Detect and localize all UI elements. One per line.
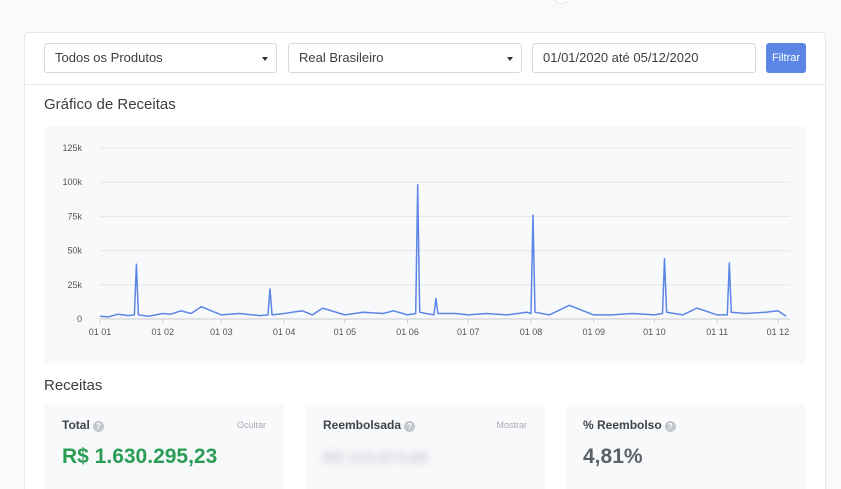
revenue-series-line: [99, 184, 787, 318]
chevron-down-icon: [262, 57, 268, 61]
help-icon[interactable]: ?: [404, 421, 416, 432]
refund-percent-value: 4,81%: [583, 445, 643, 468]
x-tick-label: 01 10: [643, 327, 666, 337]
refunded-value: R$ 123.874,88: [323, 450, 428, 467]
y-tick-label: 0: [77, 314, 82, 324]
refund-percent-label: % Reembolso?: [583, 418, 676, 432]
total-value: R$ 1.630.295,23: [62, 445, 218, 468]
x-tick-label: 01 02: [151, 327, 174, 337]
x-tick-label: 01 11: [706, 327, 728, 337]
y-tick-label: 25k: [67, 280, 82, 290]
y-tick-label: 50k: [67, 246, 82, 256]
x-tick-label: 01 04: [273, 327, 296, 337]
product-select[interactable]: Todos os Produtos: [44, 43, 277, 73]
product-select-value: Todos os Produtos: [55, 50, 163, 65]
scroll-handle: [552, 0, 572, 4]
filter-bar: Todos os Produtos Real Brasileiro 01/01/…: [25, 33, 825, 85]
date-range-input[interactable]: 01/01/2020 até 05/12/2020: [532, 43, 756, 73]
revenue-chart-svg: 0 25k 50k 75k 100k 125k 01 01 01 02 01 03 01 04 01…: [62, 143, 790, 337]
hide-link[interactable]: Ocultar: [236, 420, 266, 430]
x-tick-label: 01 05: [334, 327, 357, 337]
chart-heading: Gráfico de Receitas: [44, 96, 176, 113]
x-tick-label: 01 06: [396, 327, 419, 337]
refund-percent-card: % Reembolso? 4,81%: [565, 405, 805, 489]
x-tick-label: 01 09: [582, 327, 605, 337]
x-tick-label: 01 03: [210, 327, 233, 337]
x-tick-label: 01 01: [89, 327, 112, 337]
filter-button[interactable]: Filtrar: [766, 43, 806, 73]
y-tick-label: 100k: [62, 177, 82, 187]
receitas-heading: Receitas: [44, 377, 103, 394]
revenue-card: Todos os Produtos Real Brasileiro 01/01/…: [24, 32, 826, 489]
help-icon[interactable]: ?: [92, 421, 104, 432]
currency-select[interactable]: Real Brasileiro: [288, 43, 522, 73]
currency-select-value: Real Brasileiro: [299, 50, 384, 65]
show-link[interactable]: Mostrar: [496, 420, 527, 430]
x-tick-label: 01 12: [767, 327, 790, 337]
x-tick-label: 01 08: [520, 327, 543, 337]
total-label: Total?: [62, 418, 104, 432]
y-tick-label: 125k: [62, 143, 82, 153]
revenue-chart: 0 25k 50k 75k 100k 125k 01 01 01 02 01 03 01 04 01…: [44, 126, 805, 364]
refunded-label: Reembolsada?: [323, 418, 416, 432]
refunded-card: Reembolsada? Mostrar R$ 123.874,88: [305, 405, 545, 489]
x-tick-label: 01 07: [457, 327, 480, 337]
y-tick-label: 75k: [67, 211, 82, 221]
chevron-down-icon: [507, 57, 513, 61]
help-icon[interactable]: ?: [664, 421, 676, 432]
total-card: Total? Ocultar R$ 1.630.295,23: [44, 405, 284, 489]
